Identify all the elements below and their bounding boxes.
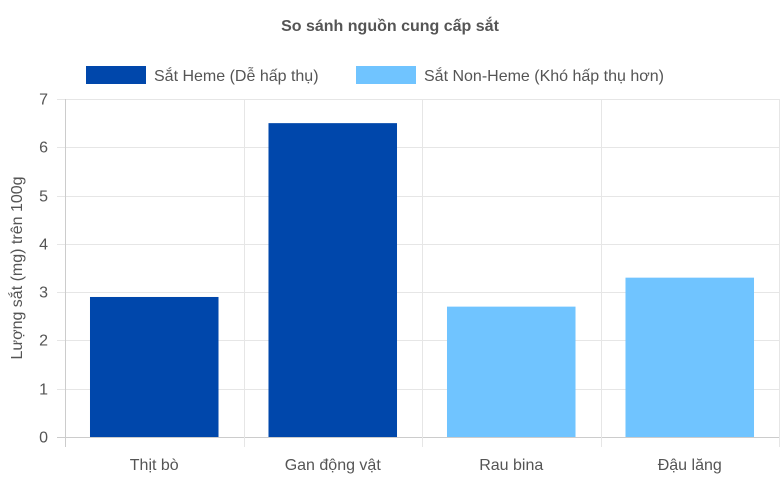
bar-rau-bina[interactable] xyxy=(446,306,576,437)
legend-label-heme: Sắt Heme (Dễ hấp thụ) xyxy=(154,66,319,85)
bar-đậu-lăng[interactable] xyxy=(625,277,755,437)
y-tick-label: 5 xyxy=(39,189,48,206)
bars xyxy=(89,123,755,438)
x-tick-label: Gan động vật xyxy=(285,457,382,474)
x-tick-label: Thịt bò xyxy=(130,457,179,474)
y-tick-label: 1 xyxy=(39,382,48,399)
x-tick-label: Rau bina xyxy=(479,457,543,474)
legend-swatch-heme xyxy=(86,66,146,84)
legend: Sắt Heme (Dễ hấp thụ) Sắt Non-Heme (Khó … xyxy=(86,66,664,85)
bar-thịt-bò[interactable] xyxy=(89,296,219,437)
y-tick-label: 2 xyxy=(39,333,48,350)
legend-item-non-heme[interactable]: Sắt Non-Heme (Khó hấp thụ hơn) xyxy=(356,66,664,85)
y-axis-title: Lượng sắt (mg) trên 100g xyxy=(7,176,26,359)
y-tick-label: 3 xyxy=(39,285,48,302)
legend-label-non-heme: Sắt Non-Heme (Khó hấp thụ hơn) xyxy=(424,66,664,85)
x-tick-label: Đậu lăng xyxy=(658,457,722,474)
y-tick-label: 4 xyxy=(39,237,48,254)
chart-title: So sánh nguồn cung cấp sắt xyxy=(281,16,499,35)
y-tick-label: 6 xyxy=(39,140,48,157)
y-axis-ticks: 0 1 2 3 4 5 6 7 xyxy=(39,92,48,447)
y-tick-label: 7 xyxy=(39,92,48,109)
y-tick-label: 0 xyxy=(39,430,48,447)
x-axis-ticks: Thịt bò Gan động vật Rau bina Đậu lăng xyxy=(130,457,722,474)
legend-swatch-non-heme xyxy=(356,66,416,84)
bar-gan-động-vật[interactable] xyxy=(268,123,398,438)
legend-item-heme[interactable]: Sắt Heme (Dễ hấp thụ) xyxy=(86,66,319,85)
